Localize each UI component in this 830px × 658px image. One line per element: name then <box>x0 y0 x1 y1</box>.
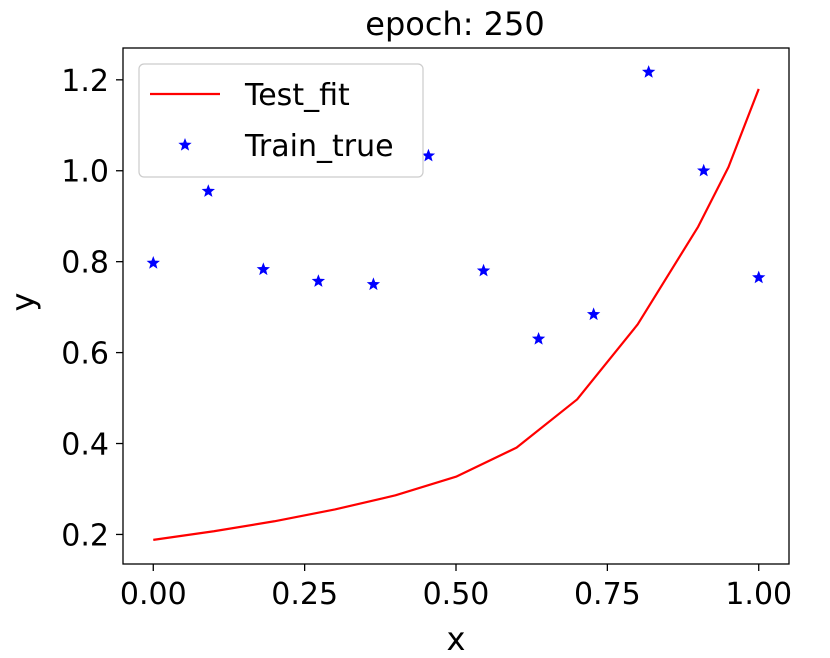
y-axis-label: y <box>4 293 42 312</box>
y-tick-label: 0.4 <box>61 428 109 463</box>
y-tick-label: 0.2 <box>61 518 109 553</box>
legend-label-test-fit: Test_fit <box>244 78 350 113</box>
series-line-test-fit <box>153 88 760 541</box>
legend-label-train-true: Train_true <box>244 129 394 164</box>
train-true-point <box>697 163 711 177</box>
train-true-point <box>586 307 601 321</box>
chart-title: epoch: 250 <box>365 5 544 43</box>
plot-frame <box>122 47 790 565</box>
x-axis-ticks: 0.00 0.25 0.50 0.75 1.00 <box>120 564 792 612</box>
series-layer <box>146 65 766 541</box>
y-tick-label: 1.0 <box>61 155 109 190</box>
train-true-point <box>421 148 436 162</box>
legend-box <box>138 63 424 178</box>
x-tick-label: 0.50 <box>423 577 490 612</box>
y-axis-ticks: 0.2 0.4 0.6 0.8 1.0 1.2 <box>61 64 123 553</box>
x-tick-label: 0.25 <box>271 577 338 612</box>
train-true-point <box>256 262 270 276</box>
y-tick-label: 1.2 <box>61 64 109 99</box>
train-true-point <box>366 277 381 291</box>
y-tick-label: 0.6 <box>61 337 109 372</box>
train-true-point <box>311 274 326 287</box>
y-tick-label: 0.8 <box>61 246 109 281</box>
train-true-point <box>146 256 160 269</box>
legend: Test_fit Train_true <box>138 63 424 178</box>
train-true-point <box>642 65 656 78</box>
x-tick-label: 1.00 <box>725 577 792 612</box>
x-axis-label: x <box>447 620 466 658</box>
train-true-point <box>201 184 215 197</box>
train-true-point <box>752 270 766 284</box>
x-tick-label: 0.75 <box>574 577 641 612</box>
train-true-point <box>531 331 546 345</box>
train-true-point <box>476 263 491 277</box>
x-tick-label: 0.00 <box>120 577 187 612</box>
legend-star-swatch <box>178 138 192 151</box>
